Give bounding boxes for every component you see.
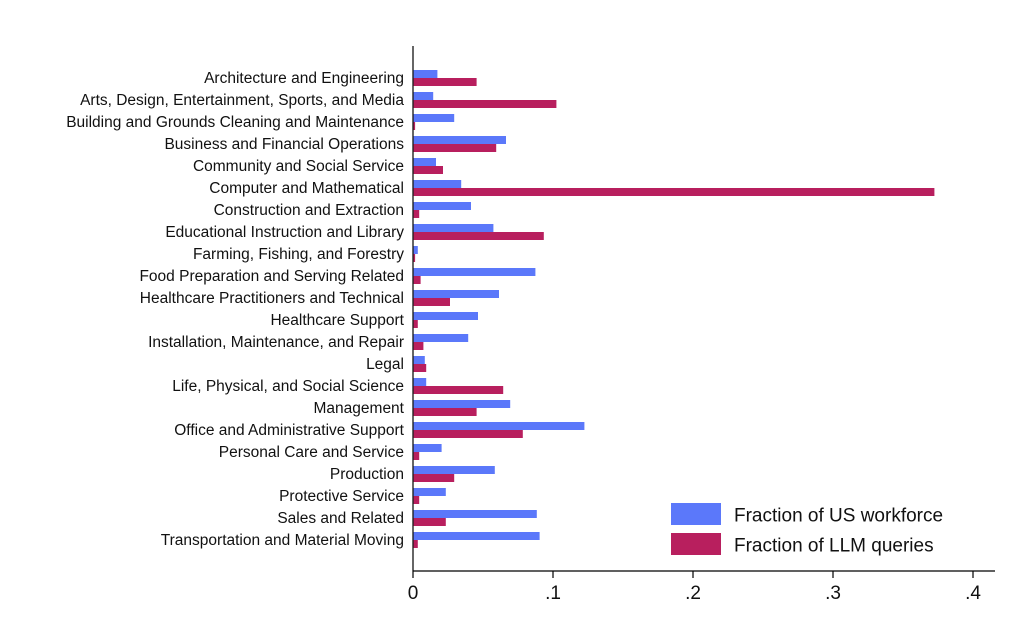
bar-workforce [413, 180, 462, 188]
bar-llm-queries [413, 386, 504, 394]
bar-llm-queries [413, 496, 420, 504]
bar-llm-queries [413, 210, 420, 218]
category-label: Community and Social Service [193, 158, 404, 175]
category-label: Protective Service [279, 488, 404, 505]
category-label: Construction and Extraction [214, 202, 404, 219]
legend-label-llm: Fraction of LLM queries [734, 536, 934, 557]
bar-workforce [413, 378, 427, 386]
bar-llm-queries [413, 320, 418, 328]
bar-llm-queries [413, 122, 416, 130]
bar-workforce [413, 246, 418, 254]
category-label: Management [314, 400, 405, 417]
bar-llm-queries [413, 452, 420, 460]
bar-llm-queries [413, 430, 523, 438]
bar-workforce [413, 268, 536, 276]
bar-workforce [413, 444, 442, 452]
bar-workforce [413, 488, 446, 496]
bar-workforce [413, 202, 471, 210]
category-label: Architecture and Engineering [204, 70, 404, 87]
bar-llm-queries [413, 298, 450, 306]
category-labels: Architecture and Engineering Arts, Design… [66, 70, 404, 549]
bar-llm-queries [413, 232, 544, 240]
category-label: Sales and Related [277, 510, 404, 527]
bar-workforce [413, 70, 438, 78]
bar-workforce [413, 312, 478, 320]
x-tick-label: .3 [825, 583, 841, 604]
bar-llm-queries [413, 166, 443, 174]
category-label: Personal Care and Service [219, 444, 404, 461]
category-label: Office and Administrative Support [174, 422, 404, 439]
bars-layer [413, 70, 935, 548]
x-tick-label: .1 [545, 583, 561, 604]
bar-workforce [413, 136, 506, 144]
bar-llm-queries [413, 100, 557, 108]
category-label: Food Preparation and Serving Related [139, 268, 404, 285]
category-label: Legal [366, 356, 404, 373]
category-label: Business and Financial Operations [164, 136, 404, 153]
category-label: Educational Instruction and Library [165, 224, 404, 241]
bar-llm-queries [413, 364, 427, 372]
category-label: Computer and Mathematical [209, 180, 404, 197]
category-label: Healthcare Practitioners and Technical [140, 290, 404, 307]
bar-workforce [413, 114, 455, 122]
category-label: Production [330, 466, 404, 483]
bar-llm-queries [413, 254, 416, 262]
x-axis-ticks: 0 .1 .2 .3 .4 [408, 571, 981, 604]
bar-llm-queries [413, 518, 446, 526]
bar-workforce [413, 422, 585, 430]
bar-llm-queries [413, 78, 477, 86]
category-label: Farming, Fishing, and Forestry [193, 246, 404, 263]
bar-llm-queries [413, 342, 424, 350]
category-label: Installation, Maintenance, and Repair [148, 334, 404, 351]
bar-workforce [413, 356, 425, 364]
legend: Fraction of US workforce Fraction of LLM… [671, 503, 943, 557]
category-label: Transportation and Material Moving [161, 532, 404, 549]
legend-label-workforce: Fraction of US workforce [734, 506, 943, 527]
bar-workforce [413, 290, 499, 298]
bar-workforce [413, 158, 436, 166]
bar-llm-queries [413, 188, 935, 196]
bar-workforce [413, 334, 469, 342]
category-label: Life, Physical, and Social Science [172, 378, 404, 395]
bar-llm-queries [413, 408, 477, 416]
bar-workforce [413, 400, 511, 408]
bar-llm-queries [413, 276, 421, 284]
bar-workforce [413, 466, 495, 474]
bar-llm-queries [413, 540, 418, 548]
bar-workforce [413, 510, 537, 518]
bar-workforce [413, 92, 434, 100]
bar-workforce [413, 532, 540, 540]
x-tick-label: 0 [408, 583, 419, 604]
category-label: Healthcare Support [270, 312, 404, 329]
bar-workforce [413, 224, 494, 232]
bar-llm-queries [413, 144, 497, 152]
x-tick-label: .2 [685, 583, 701, 604]
category-label: Building and Grounds Cleaning and Mainte… [66, 114, 404, 131]
x-tick-label: .4 [965, 583, 981, 604]
legend-swatch-workforce [671, 503, 721, 525]
category-label: Arts, Design, Entertainment, Sports, and… [80, 92, 404, 109]
legend-swatch-llm [671, 533, 721, 555]
bar-llm-queries [413, 474, 455, 482]
